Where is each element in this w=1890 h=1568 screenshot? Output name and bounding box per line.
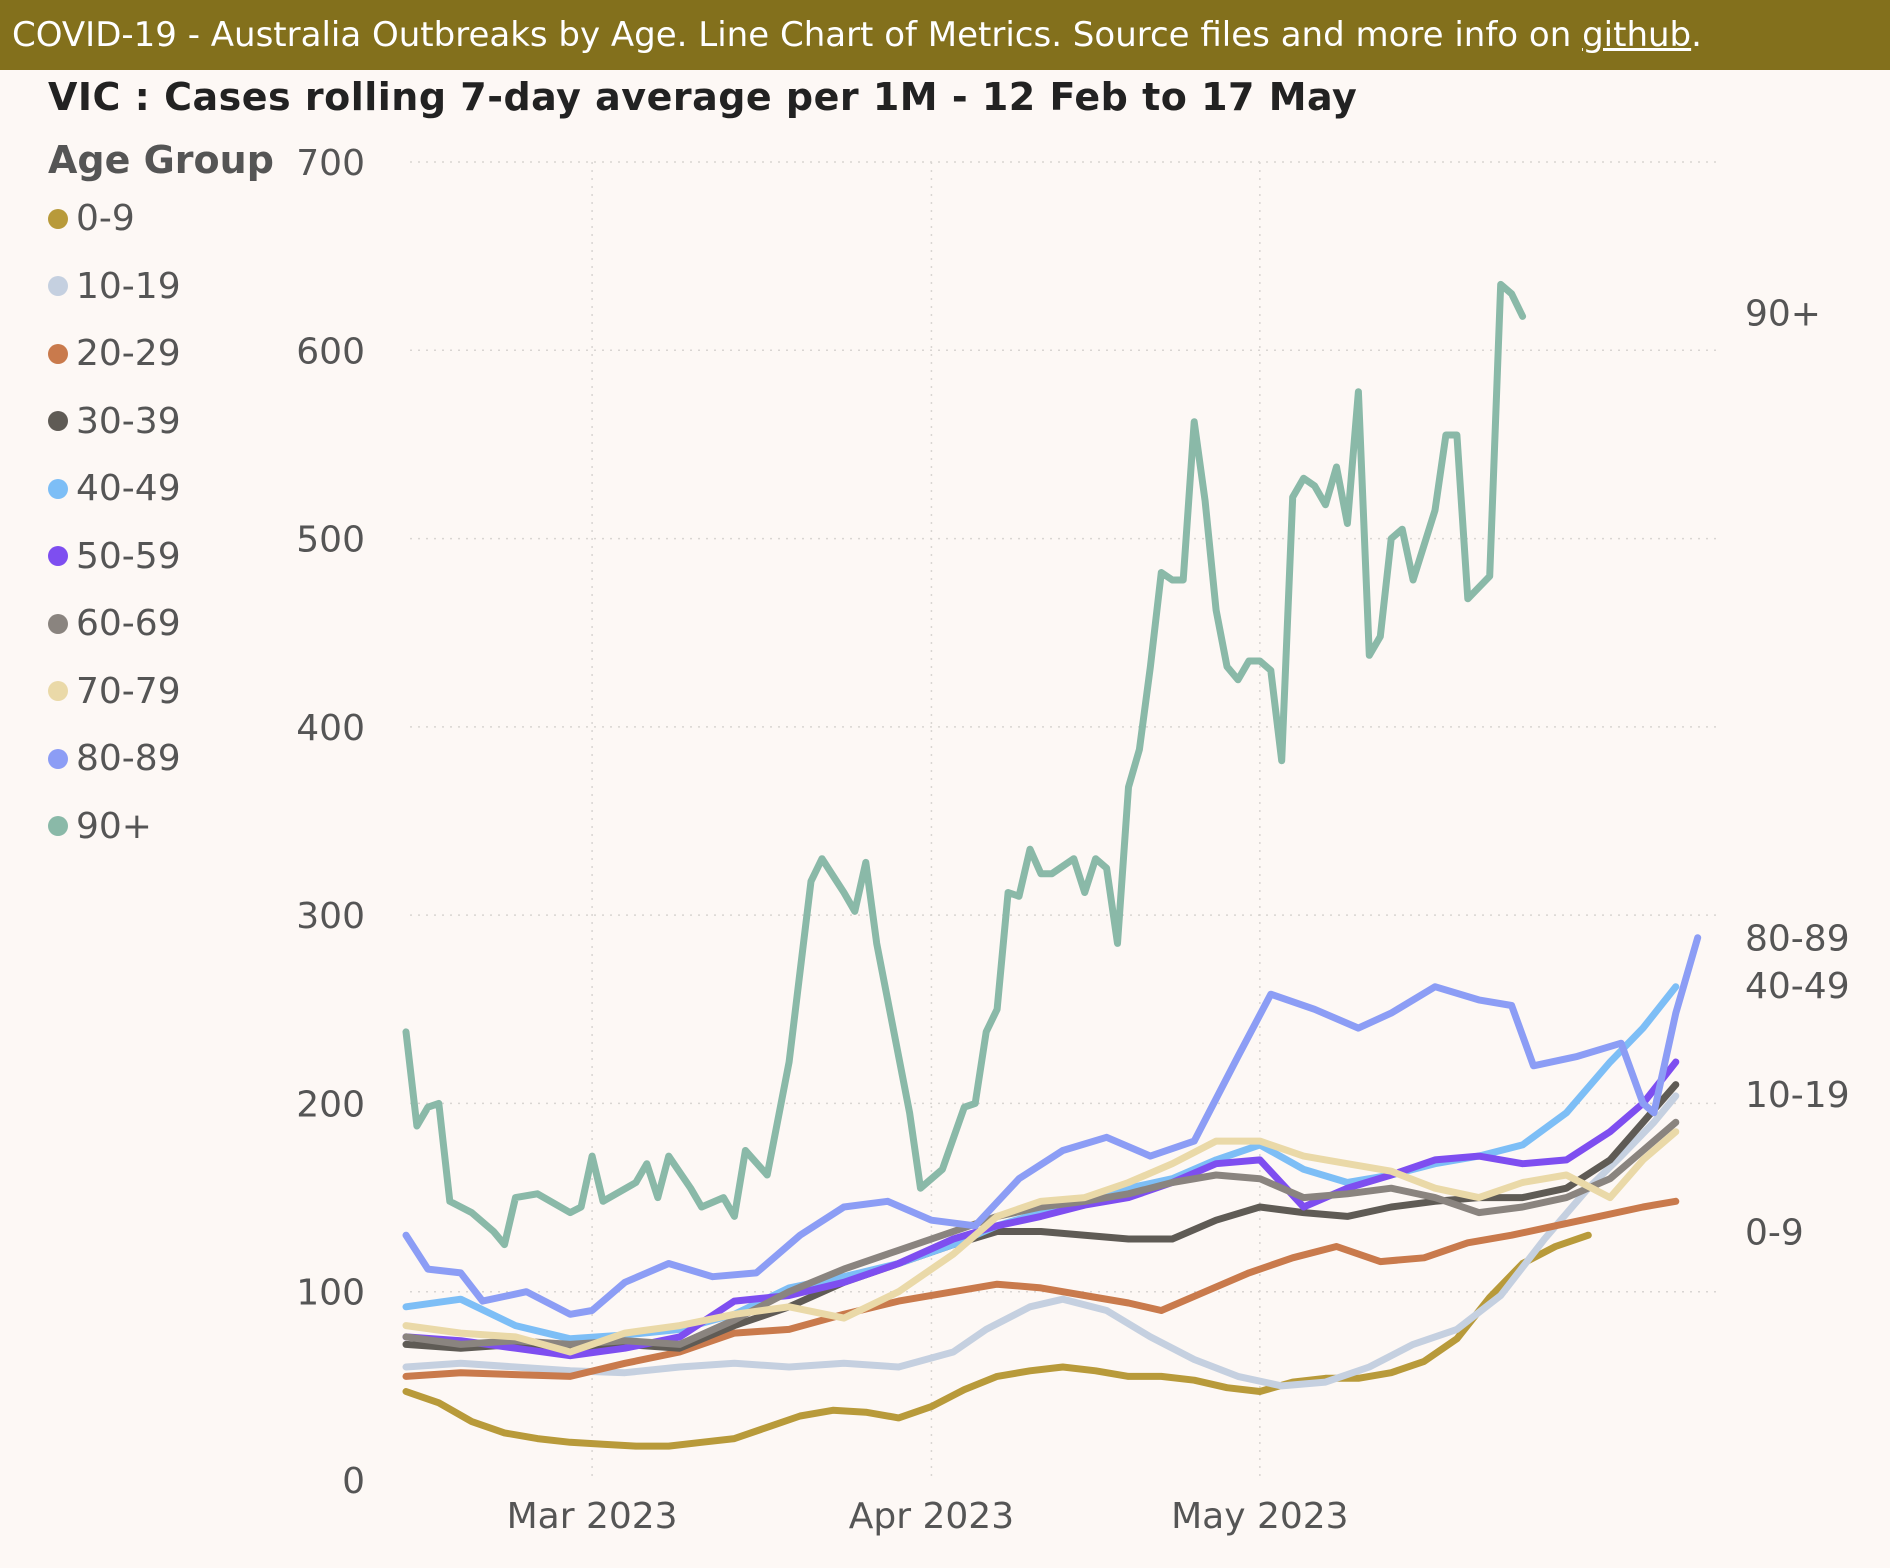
github-link[interactable]: github bbox=[1582, 15, 1692, 55]
series-line-20-29[interactable] bbox=[402, 1197, 1680, 1380]
x-tick-label: Apr 2023 bbox=[849, 1496, 1014, 1537]
legend-marker-icon bbox=[48, 748, 68, 769]
legend-label: 60-69 bbox=[76, 603, 181, 645]
banner-text: COVID-19 - Australia Outbreaks by Age. L… bbox=[12, 15, 1583, 55]
end-labels: 90+ 80-89 40-49 10-19 0-9 bbox=[1745, 294, 1850, 1254]
x-axis: Mar 2023 Apr 2023 May 2023 bbox=[507, 1496, 1349, 1537]
legend-label: 0-9 bbox=[76, 198, 135, 240]
gridlines bbox=[410, 161, 1720, 1480]
legend-label: 40-49 bbox=[76, 468, 181, 510]
y-tick-label: 700 bbox=[296, 143, 365, 184]
legend-label: 30-39 bbox=[76, 400, 181, 442]
legend-item[interactable]: 90+ bbox=[48, 793, 274, 861]
legend-label: 80-89 bbox=[76, 738, 181, 780]
series-line-30-39[interactable] bbox=[402, 1081, 1680, 1352]
legend-item[interactable]: 40-49 bbox=[48, 455, 274, 523]
legend: Age Group 0-9 10-19 20-29 30-39 40-49 50-59 60… bbox=[48, 135, 274, 860]
y-axis: 0 100 200 300 400 500 600 700 bbox=[296, 143, 365, 1502]
chart-title: VIC : Cases rolling 7-day average per 1M… bbox=[48, 75, 1358, 119]
banner-text-end: . bbox=[1691, 15, 1702, 55]
legend-label: 90+ bbox=[76, 805, 152, 847]
legend-item[interactable]: 20-29 bbox=[48, 320, 274, 388]
y-tick-label: 400 bbox=[296, 708, 365, 749]
y-tick-label: 0 bbox=[342, 1461, 365, 1502]
legend-label: 70-79 bbox=[76, 670, 181, 712]
legend-item[interactable]: 60-69 bbox=[48, 590, 274, 658]
x-tick-label: Mar 2023 bbox=[507, 1496, 678, 1537]
title-banner: COVID-19 - Australia Outbreaks by Age. L… bbox=[0, 0, 1890, 70]
legend-item[interactable]: 50-59 bbox=[48, 523, 274, 591]
x-tick-label: May 2023 bbox=[1171, 1496, 1349, 1537]
end-label: 40-49 bbox=[1745, 966, 1850, 1007]
legend-items: 0-9 10-19 20-29 30-39 40-49 50-59 60-69 70-79 80… bbox=[48, 185, 274, 860]
legend-marker-icon bbox=[48, 343, 68, 364]
y-tick-label: 600 bbox=[296, 331, 365, 372]
legend-item[interactable]: 80-89 bbox=[48, 725, 274, 793]
series-line-70-79[interactable] bbox=[402, 1128, 1680, 1356]
y-tick-label: 300 bbox=[296, 896, 365, 937]
end-label: 90+ bbox=[1745, 294, 1821, 335]
legend-marker-icon bbox=[48, 613, 68, 634]
legend-marker-icon bbox=[48, 208, 68, 229]
legend-item[interactable]: 70-79 bbox=[48, 658, 274, 726]
legend-label: 20-29 bbox=[76, 333, 181, 375]
legend-marker-icon bbox=[48, 478, 68, 499]
y-tick-label: 500 bbox=[296, 520, 365, 561]
legend-marker-icon bbox=[48, 276, 68, 297]
end-label: 0-9 bbox=[1745, 1212, 1804, 1253]
legend-marker-icon bbox=[48, 411, 68, 432]
y-tick-label: 100 bbox=[296, 1273, 365, 1314]
legend-label: 50-59 bbox=[76, 535, 181, 577]
series-line-60-69[interactable] bbox=[402, 1118, 1680, 1348]
legend-label: 10-19 bbox=[76, 265, 181, 307]
legend-item[interactable]: 30-39 bbox=[48, 388, 274, 456]
legend-marker-icon bbox=[48, 546, 68, 567]
series-line-80-89[interactable] bbox=[402, 934, 1702, 1318]
series-line-10-19[interactable] bbox=[402, 1092, 1680, 1390]
legend-marker-icon bbox=[48, 816, 68, 837]
y-tick-label: 200 bbox=[296, 1084, 365, 1125]
legend-item[interactable]: 0-9 bbox=[48, 185, 274, 253]
legend-title: Age Group bbox=[48, 138, 274, 182]
series-lines bbox=[402, 280, 1702, 1450]
end-label: 80-89 bbox=[1745, 919, 1850, 960]
end-label: 10-19 bbox=[1745, 1075, 1850, 1116]
legend-marker-icon bbox=[48, 681, 68, 702]
series-line-0-9[interactable] bbox=[402, 1231, 1592, 1450]
legend-item[interactable]: 10-19 bbox=[48, 253, 274, 321]
series-line-90+[interactable] bbox=[402, 280, 1527, 1249]
